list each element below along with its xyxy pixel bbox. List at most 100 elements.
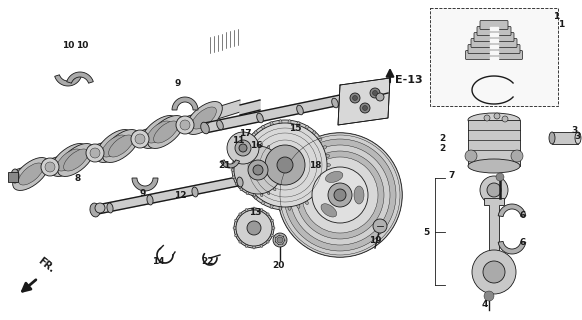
Ellipse shape <box>468 159 520 173</box>
Ellipse shape <box>141 116 178 148</box>
Circle shape <box>273 233 287 247</box>
Text: 18: 18 <box>308 161 321 170</box>
Ellipse shape <box>58 144 94 176</box>
Ellipse shape <box>243 146 248 149</box>
Ellipse shape <box>354 186 364 204</box>
Ellipse shape <box>246 209 248 212</box>
Ellipse shape <box>468 113 520 127</box>
FancyBboxPatch shape <box>471 38 517 47</box>
Ellipse shape <box>270 122 274 126</box>
Circle shape <box>370 88 380 98</box>
Ellipse shape <box>51 144 87 176</box>
Text: FR.: FR. <box>36 256 56 275</box>
Ellipse shape <box>217 120 223 130</box>
Text: 7: 7 <box>449 171 455 180</box>
Ellipse shape <box>56 149 81 171</box>
Ellipse shape <box>262 200 265 204</box>
Circle shape <box>484 115 490 121</box>
Ellipse shape <box>297 204 300 208</box>
Circle shape <box>227 132 259 164</box>
Circle shape <box>483 261 505 283</box>
Ellipse shape <box>332 98 338 108</box>
Ellipse shape <box>232 176 236 178</box>
Circle shape <box>372 91 378 95</box>
Polygon shape <box>490 44 498 47</box>
Circle shape <box>360 103 370 113</box>
Circle shape <box>243 123 327 207</box>
Circle shape <box>41 158 59 176</box>
Ellipse shape <box>260 244 262 247</box>
Ellipse shape <box>325 172 329 175</box>
Ellipse shape <box>281 169 285 171</box>
Ellipse shape <box>253 143 255 147</box>
Ellipse shape <box>13 157 49 190</box>
Ellipse shape <box>549 132 555 144</box>
Circle shape <box>240 120 330 210</box>
Text: 20: 20 <box>272 260 284 269</box>
Ellipse shape <box>107 203 113 213</box>
Ellipse shape <box>186 101 222 134</box>
Ellipse shape <box>279 120 282 125</box>
Ellipse shape <box>260 209 262 212</box>
Ellipse shape <box>269 234 274 237</box>
Ellipse shape <box>147 121 171 143</box>
Circle shape <box>247 221 261 235</box>
Ellipse shape <box>260 143 263 147</box>
FancyBboxPatch shape <box>468 44 520 53</box>
Ellipse shape <box>240 187 243 191</box>
Ellipse shape <box>312 131 316 135</box>
Ellipse shape <box>262 125 265 130</box>
Ellipse shape <box>322 181 327 184</box>
Circle shape <box>176 116 194 134</box>
Ellipse shape <box>325 164 331 166</box>
Circle shape <box>278 133 402 257</box>
Ellipse shape <box>235 182 239 185</box>
Ellipse shape <box>235 219 239 222</box>
Text: 16: 16 <box>250 140 262 149</box>
Ellipse shape <box>271 227 275 229</box>
Circle shape <box>90 148 100 158</box>
Polygon shape <box>204 93 351 133</box>
Circle shape <box>234 208 274 248</box>
Ellipse shape <box>297 105 303 115</box>
Circle shape <box>363 106 367 110</box>
Ellipse shape <box>201 122 210 134</box>
Ellipse shape <box>243 181 248 184</box>
Circle shape <box>284 139 396 251</box>
Ellipse shape <box>325 155 329 158</box>
Circle shape <box>180 120 190 130</box>
Ellipse shape <box>147 195 153 205</box>
Circle shape <box>135 134 145 144</box>
Text: 9: 9 <box>140 188 146 197</box>
FancyBboxPatch shape <box>430 8 558 106</box>
Bar <box>468 120 520 166</box>
Ellipse shape <box>240 155 246 158</box>
Circle shape <box>278 133 402 257</box>
FancyBboxPatch shape <box>474 33 514 42</box>
Ellipse shape <box>11 169 19 183</box>
Text: 6: 6 <box>520 211 526 220</box>
Circle shape <box>45 162 55 172</box>
Ellipse shape <box>269 219 274 222</box>
Ellipse shape <box>575 132 581 144</box>
Circle shape <box>353 95 357 100</box>
Ellipse shape <box>318 138 322 142</box>
Text: 6: 6 <box>520 237 526 246</box>
Ellipse shape <box>280 162 284 164</box>
Polygon shape <box>94 171 271 214</box>
Ellipse shape <box>233 227 237 229</box>
Circle shape <box>236 210 272 246</box>
Ellipse shape <box>63 149 88 171</box>
Text: 9: 9 <box>175 78 181 87</box>
Ellipse shape <box>253 245 255 249</box>
Ellipse shape <box>279 205 282 210</box>
Circle shape <box>290 145 390 245</box>
Text: 3: 3 <box>572 125 578 134</box>
Circle shape <box>502 116 508 122</box>
Ellipse shape <box>248 138 253 142</box>
Circle shape <box>131 130 149 148</box>
Polygon shape <box>132 178 158 191</box>
Ellipse shape <box>254 131 258 135</box>
Ellipse shape <box>253 207 255 211</box>
Ellipse shape <box>237 177 243 187</box>
